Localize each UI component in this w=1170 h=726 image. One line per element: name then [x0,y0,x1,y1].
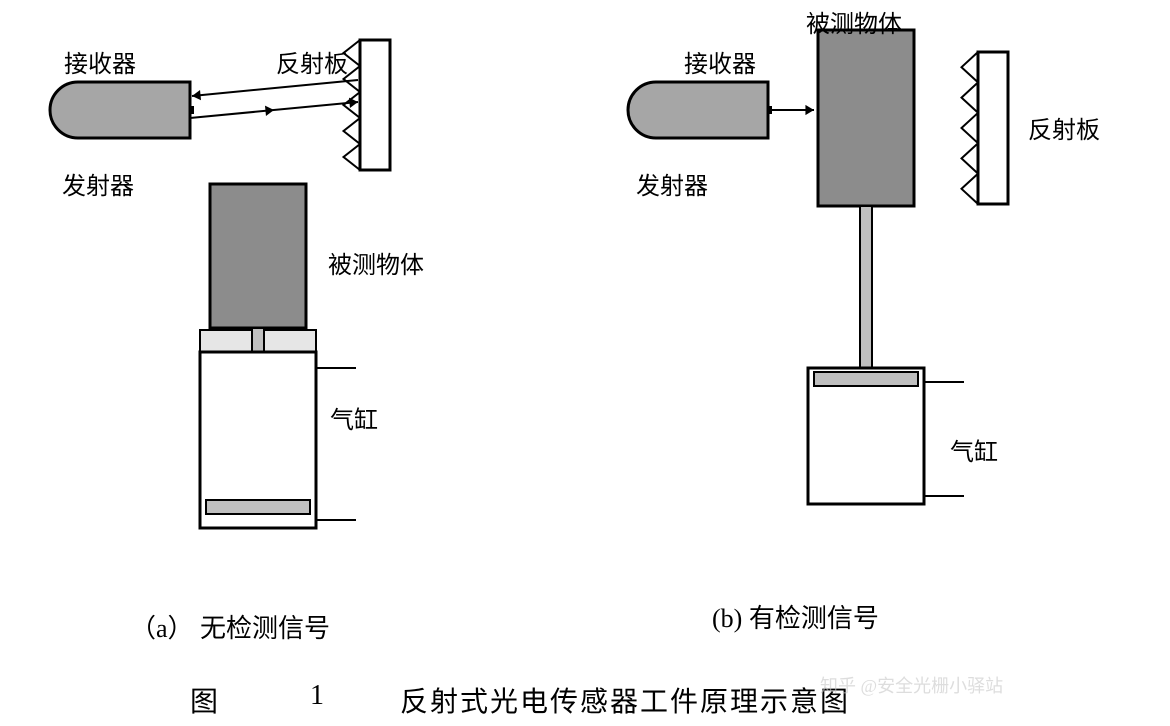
caption-b: (b) 有检测信号 [712,598,879,635]
label-emitter-a: 发射器 [62,166,134,201]
figure-num: 1 [310,680,326,712]
caption-a: （a） 无检测信号 [130,608,330,645]
label-reflector-a: 反射板 [276,44,348,79]
label-receiver-a: 接收器 [64,44,136,79]
label-cylinder-a: 气缸 [330,400,378,435]
label-object-a: 被测物体 [328,245,424,280]
figure-title: 反射式光电传感器工件原理示意图 [400,680,850,720]
label-reflector-b: 反射板 [1028,110,1100,145]
label-emitter-b: 发射器 [636,166,708,201]
label-object-b: 被测物体 [806,4,902,39]
figure-index: 图 [190,680,220,720]
watermark: 知乎 @安全光栅小驿站 [820,672,1003,698]
label-receiver-b: 接收器 [684,44,756,79]
label-cylinder-b: 气缸 [950,432,998,467]
